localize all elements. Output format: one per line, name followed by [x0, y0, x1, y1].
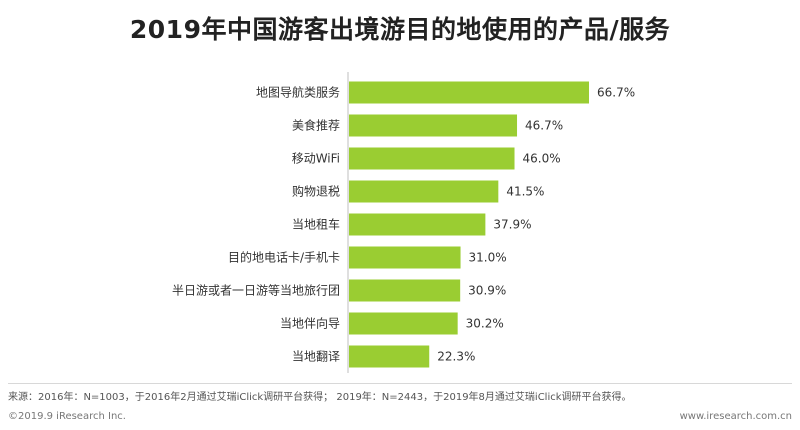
value-label: 46.7%: [525, 119, 563, 133]
website-link[interactable]: www.iresearch.com.cn: [679, 411, 792, 422]
category-label: 移动WiFi: [292, 152, 340, 166]
category-label: 美食推荐: [292, 118, 340, 133]
category-label: 当地伴向导: [280, 316, 340, 331]
value-label: 37.9%: [493, 218, 531, 232]
bar: [349, 213, 486, 236]
value-label: 30.9%: [468, 284, 506, 298]
category-label: 购物退税: [292, 184, 340, 199]
category-label: 当地租车: [292, 217, 340, 232]
category-label: 目的地电话卡/手机卡: [228, 250, 340, 265]
category-label: 地图导航类服务: [256, 85, 340, 100]
bar: [349, 312, 458, 335]
value-label: 30.2%: [466, 317, 504, 331]
value-label: 66.7%: [597, 86, 635, 100]
category-label: 当地翻译: [292, 350, 340, 364]
copyright-text: ©2019.9 iResearch Inc.: [8, 411, 126, 422]
bar-chart: 地图导航类服务 66.7% 美食推荐 46.7% 移动WiFi 46.0% 购物退税 41.5…: [0, 68, 800, 378]
bar: [349, 180, 499, 203]
value-label: 46.0%: [523, 152, 561, 166]
bar: [349, 246, 461, 269]
value-label: 22.3%: [437, 350, 475, 364]
bar: [349, 81, 589, 104]
category-label: 半日游或者一日游等当地旅行团: [172, 284, 340, 298]
value-label: 31.0%: [469, 251, 507, 265]
bar: [349, 114, 518, 137]
chart-title: 2019年中国游客出境游目的地使用的产品/服务: [129, 15, 671, 44]
bar: [349, 345, 430, 368]
value-label: 41.5%: [506, 185, 544, 199]
bar: [349, 279, 461, 302]
bar: [349, 147, 515, 170]
source-note: 来源：2016年：N=1003，于2016年2月通过艾瑞iClick调研平台获得…: [8, 392, 632, 403]
footer-divider: [8, 383, 792, 384]
bar-chart-svg: 地图导航类服务 66.7% 美食推荐 46.7% 移动WiFi 46.0% 购物退税 41.5…: [172, 72, 635, 373]
